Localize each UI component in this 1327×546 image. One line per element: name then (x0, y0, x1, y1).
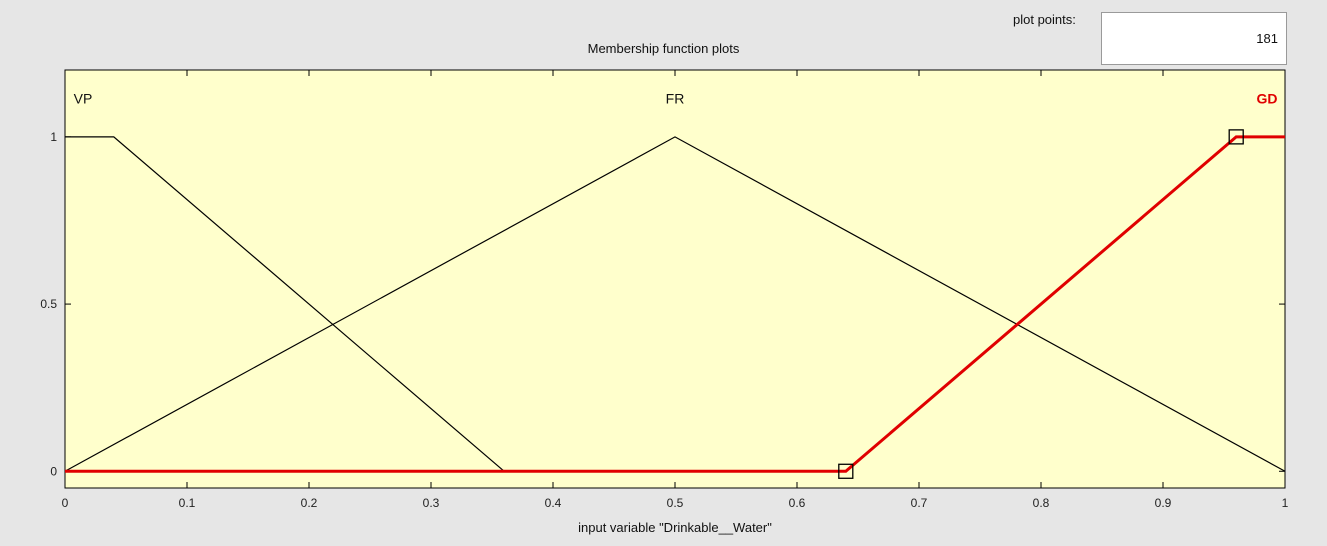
y-tick-label: 1 (50, 130, 57, 144)
plot-points-label: plot points: (1013, 12, 1076, 27)
mf-curve-vp (65, 136, 505, 472)
x-tick-label: 0.4 (545, 496, 562, 510)
mf-label-gd: GD (1257, 90, 1278, 106)
x-tick-label: 0.3 (423, 496, 440, 510)
mf-handle (1228, 129, 1244, 145)
x-tick-label: 0.5 (667, 496, 684, 510)
mf-curve-gd (65, 135, 1285, 473)
mf-handle (838, 463, 854, 479)
mf-label-vp: VP (74, 90, 93, 106)
x-tick-label: 0.2 (301, 496, 318, 510)
y-tick-label: 0.5 (40, 297, 57, 311)
x-tick-label: 0 (62, 496, 69, 510)
mf-curve-fr (64, 136, 1286, 472)
x-tick-label: 1 (1282, 496, 1289, 510)
x-tick-label: 0.9 (1155, 496, 1172, 510)
x-tick-label: 0.7 (911, 496, 928, 510)
x-axis-label: input variable "Drinkable__Water" (578, 520, 772, 535)
x-tick-label: 0.1 (179, 496, 196, 510)
plot-title: Membership function plots (587, 41, 740, 56)
x-tick-label: 0.8 (1033, 496, 1050, 510)
plot-points-input[interactable] (1101, 12, 1287, 65)
mf-label-fr: FR (666, 90, 685, 106)
y-tick-label: 0 (50, 464, 57, 478)
plot-area (64, 69, 1286, 489)
x-tick-label: 0.6 (789, 496, 806, 510)
